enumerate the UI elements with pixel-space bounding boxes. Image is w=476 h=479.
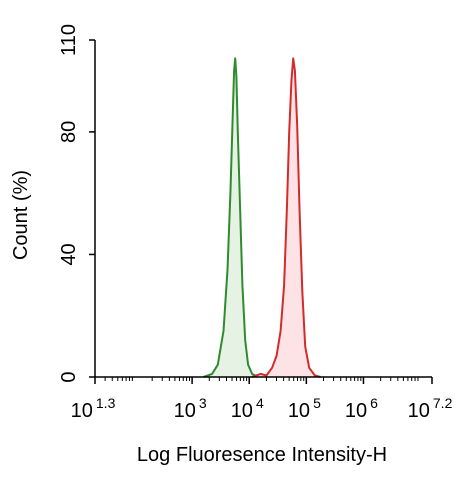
x-tick-label: 10 6 xyxy=(345,395,378,422)
series-2-line xyxy=(251,57,321,378)
x-axis-title: Log Fluoresence Intensity-H xyxy=(137,444,387,466)
axes: 0 40 80 110 10 1.3 10 3 10 4 10 5 10 6 10 7.2 xyxy=(58,24,453,422)
series-1-fill xyxy=(203,58,258,378)
y-tick-label: 0 xyxy=(58,371,80,382)
x-tick-label: 10 5 xyxy=(288,395,321,422)
series-1-line xyxy=(203,57,259,378)
series-2-fill xyxy=(252,58,321,378)
y-tick-label: 40 xyxy=(58,243,80,265)
y-tick-label: 110 xyxy=(58,24,80,56)
y-axis-title: Count (%) xyxy=(10,170,32,260)
y-tick-label: 80 xyxy=(58,121,80,143)
plot-area xyxy=(203,57,321,378)
x-tick-label: 10 1.3 xyxy=(71,395,116,422)
x-tick-label: 10 4 xyxy=(231,395,264,422)
x-tick-label: 10 3 xyxy=(174,395,207,422)
x-tick-label: 10 7.2 xyxy=(408,395,453,422)
